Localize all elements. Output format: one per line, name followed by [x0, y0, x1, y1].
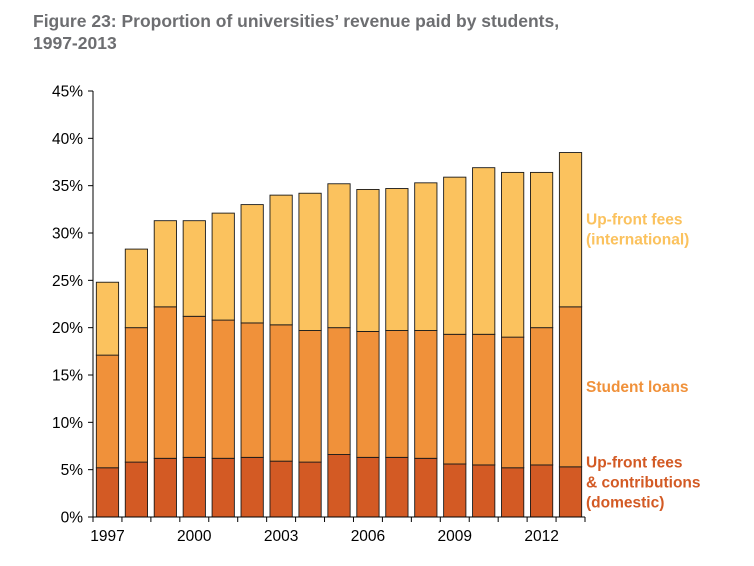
y-tick-label: 30% [52, 226, 83, 243]
bar-2005-series-1 [327, 327, 351, 455]
bar-2012-series-0 [530, 464, 554, 518]
bar-2003-series-2 [269, 194, 293, 326]
y-tick-label: 40% [52, 131, 83, 148]
bar-2005-series-0 [327, 454, 351, 518]
series-label-0-line-0: Up-front fees [586, 454, 682, 471]
bar-2011-series-2 [501, 171, 525, 338]
x-tick-label: 2003 [264, 528, 298, 545]
y-tick-label: 35% [52, 178, 83, 195]
bar-2002-series-0 [240, 456, 264, 518]
bar-2002-series-2 [240, 204, 264, 324]
bar-2005-series-2 [327, 183, 351, 329]
series-label-1-line-0: Student loans [586, 379, 688, 396]
bar-2008-series-2 [414, 182, 438, 331]
x-tick-label: 1997 [90, 528, 124, 545]
bar-1998-series-1 [124, 327, 148, 463]
chart-title-line-1: Figure 23: Proportion of universities’ r… [33, 11, 560, 31]
bar-1997-series-0 [95, 467, 120, 518]
y-tick-label: 5% [61, 462, 84, 479]
bar-2004-series-1 [298, 330, 322, 463]
series-label-2-line-1: (international) [586, 232, 689, 249]
bar-2008-series-1 [414, 330, 438, 459]
bar-2000-series-1 [182, 315, 206, 458]
series-label-2-line-0: Up-front fees [586, 212, 682, 229]
bar-2006-series-1 [356, 331, 380, 458]
bar-1997-series-2 [95, 281, 120, 356]
bar-2007-series-1 [385, 330, 409, 458]
bar-2010-series-2 [472, 167, 496, 335]
chart-title-line-2: 1997-2013 [33, 33, 117, 53]
x-tick-label: 2000 [177, 528, 212, 545]
bar-2002-series-1 [240, 322, 264, 458]
y-tick-label: 10% [52, 415, 83, 432]
x-tick-label: 2012 [524, 528, 558, 545]
bar-2011-series-1 [501, 336, 525, 469]
bar-2004-series-0 [298, 461, 322, 518]
series-labels-layer: Up-front fees & contributions (domestic) St… [586, 212, 701, 512]
bar-2008-series-0 [414, 457, 438, 518]
series-label-0-line-1: & contributions [586, 474, 701, 491]
bar-2003-series-1 [269, 324, 293, 462]
bar-2006-series-0 [356, 456, 380, 518]
bar-2007-series-0 [385, 456, 409, 518]
y-tick-label: 20% [52, 320, 83, 337]
bar-1998-series-2 [124, 248, 148, 329]
bar-1998-series-0 [124, 461, 148, 518]
x-tick-label: 2009 [438, 528, 472, 545]
bar-2010-series-1 [472, 333, 496, 466]
bar-2010-series-0 [472, 464, 496, 518]
bar-1999-series-1 [153, 306, 177, 459]
y-tick-label: 15% [52, 368, 83, 385]
y-tick-label: 0% [61, 510, 84, 527]
bar-2009-series-1 [443, 333, 467, 465]
bar-2009-series-0 [443, 463, 467, 518]
bar-2013-series-0 [558, 466, 583, 518]
bar-2011-series-0 [501, 467, 525, 518]
y-tick-label: 45% [52, 84, 83, 101]
bar-2003-series-0 [269, 460, 293, 518]
bar-2000-series-2 [182, 220, 206, 317]
bars-layer [95, 152, 583, 518]
bar-2000-series-0 [182, 456, 206, 518]
bar-2004-series-2 [298, 192, 322, 331]
y-tick-label: 25% [52, 273, 83, 290]
bar-2006-series-2 [356, 188, 380, 332]
bar-1999-series-2 [153, 220, 177, 308]
bar-2001-series-1 [211, 319, 235, 459]
axes-layer: 0% 5% 10% 15% 20% 25% 30% 35% 40% 45% 1997 2000 2003… [52, 84, 586, 545]
bar-2012-series-2 [530, 171, 554, 329]
series-label-0-line-2: (domestic) [586, 494, 664, 511]
bar-1997-series-1 [95, 354, 120, 469]
bar-2001-series-2 [211, 212, 235, 321]
bar-2013-series-2 [558, 152, 583, 308]
x-tick-label: 2006 [351, 528, 385, 545]
bar-2009-series-2 [443, 176, 467, 335]
bar-2013-series-1 [558, 306, 583, 468]
chart-title: Figure 23: Proportion of universities’ r… [33, 10, 733, 54]
bar-2007-series-2 [385, 188, 409, 331]
bar-1999-series-0 [153, 457, 177, 518]
bar-2012-series-1 [530, 327, 554, 466]
bar-2001-series-0 [211, 457, 235, 518]
